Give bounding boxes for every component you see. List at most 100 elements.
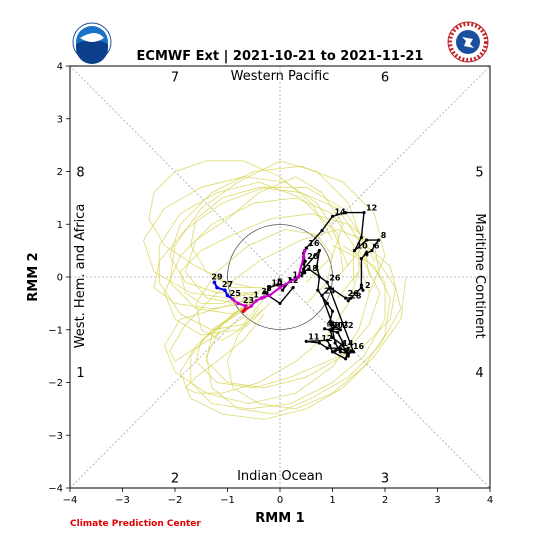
observed-point: [338, 350, 342, 354]
observed-point: [323, 327, 327, 331]
forecast-point: [230, 297, 235, 301]
observed-point: [307, 267, 311, 271]
ensemble-member-line: [195, 255, 396, 389]
forecast-point: [225, 293, 230, 298]
observed-point: [352, 249, 357, 253]
observed-track-line: [262, 211, 381, 360]
observed-point: [359, 256, 363, 261]
observed-point: [330, 309, 335, 313]
observed-point: [281, 288, 285, 292]
forecast-point-label: 25: [230, 289, 242, 298]
observed-point-label: 20: [332, 321, 344, 330]
x-tick-label: −4: [63, 495, 78, 506]
y-tick-label: 0: [57, 273, 63, 284]
phase-number: 8: [76, 166, 84, 181]
forecast-point-label: 23: [243, 296, 254, 305]
ensemble-member-line: [148, 160, 333, 288]
ensemble-member-line: [169, 165, 386, 294]
observed-point-label: 24: [324, 286, 336, 295]
credit-text: Climate Prediction Center: [70, 519, 201, 529]
ensemble-member-line: [158, 181, 349, 331]
forecast-point: [254, 298, 259, 303]
ensemble-member-line: [164, 197, 354, 336]
observed-point: [275, 283, 279, 287]
observed-point: [346, 299, 350, 303]
observed-point: [325, 338, 329, 342]
forecast-point: [262, 295, 267, 299]
observed-point: [338, 328, 342, 332]
phase-number: 7: [171, 71, 179, 86]
phase-number: 4: [475, 366, 483, 381]
observed-point: [325, 280, 329, 284]
forecast-point: [244, 304, 248, 308]
y-tick-label: 3: [57, 114, 63, 125]
ensemble-member-line: [185, 176, 344, 304]
ensemble-member-line: [169, 160, 365, 315]
observed-point: [315, 264, 319, 269]
forecast-point: [249, 304, 253, 308]
x-axis-ticks: −4 −3 −2 −1 0 1 2 3 4: [63, 488, 493, 506]
forecast-point: [302, 248, 307, 253]
observed-point: [328, 328, 332, 332]
noaa-logo: [72, 22, 112, 64]
y-axis-ticks: −4 −3 −2 −1 0 1 2 3 4: [48, 62, 70, 495]
observed-point-label: 8: [266, 284, 272, 293]
observed-point-label: 28: [350, 292, 362, 301]
guide-lines: [69, 65, 491, 489]
observed-point: [346, 354, 350, 358]
y-axis-label: RMM 2: [26, 252, 41, 301]
region-label-right: Maritime Continent: [472, 213, 487, 338]
observed-point: [377, 238, 381, 242]
observed-point: [330, 336, 335, 340]
observed-point: [351, 350, 356, 354]
observed-point: [303, 271, 307, 275]
observed-point: [265, 291, 269, 295]
observed-point-label: 8: [381, 231, 387, 240]
observed-point: [328, 343, 332, 348]
ensemble-member-line: [206, 234, 402, 415]
observed-point-label: 14: [342, 339, 354, 348]
observed-point: [349, 296, 353, 300]
observed-point: [344, 296, 348, 300]
phase-number: 3: [381, 471, 389, 486]
observed-point: [328, 320, 332, 324]
observed-point: [333, 341, 337, 345]
observed-point: [341, 343, 345, 348]
x-tick-label: −2: [168, 495, 183, 506]
observed-point: [362, 211, 366, 215]
observed-point: [303, 259, 307, 263]
y-tick-label: −2: [48, 378, 63, 389]
observed-point: [302, 267, 306, 271]
phase-number: 1: [76, 366, 84, 381]
x-tick-label: 0: [277, 495, 283, 506]
observed-point: [328, 285, 332, 290]
observed-point-label: 11: [308, 332, 320, 341]
forecast-point: [223, 288, 227, 292]
forecast-segment: [268, 286, 281, 297]
observed-point: [278, 301, 282, 305]
observed-point-label: 10: [357, 242, 369, 251]
x-tick-label: 2: [382, 495, 388, 506]
ensemble-member-line: [190, 250, 386, 410]
observed-point: [317, 249, 321, 253]
observed-point: [262, 291, 266, 295]
y-tick-label: 2: [57, 167, 63, 178]
forecast-point: [215, 285, 219, 290]
observed-point-label: 6: [374, 242, 380, 251]
observed-point: [338, 346, 342, 350]
observed-point: [359, 283, 363, 287]
x-axis-label: RMM 1: [255, 511, 304, 526]
observed-point-label: 26: [329, 273, 341, 282]
observed-point: [336, 330, 340, 334]
observed-point: [317, 275, 321, 279]
observed-point: [365, 251, 369, 255]
forecast-point: [241, 309, 246, 314]
observed-point: [320, 293, 324, 298]
y-tick-label: 4: [57, 62, 63, 73]
phase-number: 6: [381, 71, 389, 86]
observed-point-label: 12: [321, 334, 332, 343]
forecast-segment: [297, 256, 305, 278]
observed-point: [344, 349, 348, 353]
